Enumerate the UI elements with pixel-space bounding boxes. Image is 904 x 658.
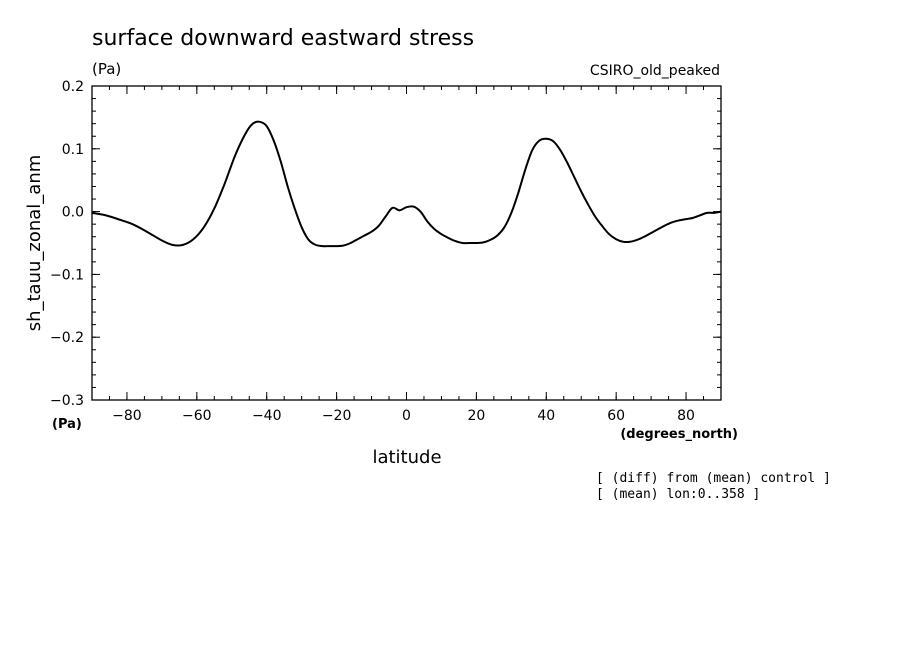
x-tick-labels: −80 −60 −40 −20 0 20 40 60 80 xyxy=(112,408,695,424)
model-label: CSIRO_old_peaked xyxy=(590,63,720,79)
y-tick-label: −0.3 xyxy=(50,393,84,409)
note-diff: [ (diff) from (mean) control ] xyxy=(596,471,831,486)
y-tick-label: −0.2 xyxy=(50,330,84,346)
y-tick-label: 0.0 xyxy=(62,205,84,221)
title-units: (Pa) xyxy=(92,60,121,78)
x-axis-units: (degrees_north) xyxy=(620,427,738,442)
x-tick-label: 0 xyxy=(402,408,411,424)
x-tick-label: 40 xyxy=(537,408,555,424)
y-tick-label: 0.1 xyxy=(62,142,84,158)
x-tick-label: −60 xyxy=(182,408,212,424)
series-line xyxy=(91,120,722,248)
y-axis-label: sh_tauu_zonal_anm xyxy=(24,155,45,332)
chart-title: surface downward eastward stress xyxy=(92,26,474,51)
x-tick-label: 20 xyxy=(467,408,485,424)
tick-marks xyxy=(91,85,722,401)
x-axis-label: latitude xyxy=(372,447,441,468)
x-tick-label: −80 xyxy=(112,408,142,424)
x-tick-label: −20 xyxy=(322,408,352,424)
note-mean: [ (mean) lon:0..358 ] xyxy=(596,487,760,502)
y-axis-units: (Pa) xyxy=(52,417,82,432)
x-tick-label: −40 xyxy=(252,408,282,424)
x-tick-label: 80 xyxy=(677,408,695,424)
y-tick-label: −0.1 xyxy=(50,267,84,283)
y-tick-label: 0.2 xyxy=(62,79,84,95)
x-tick-label: 60 xyxy=(607,408,625,424)
y-tick-labels: 0.2 0.1 0.0 −0.1 −0.2 −0.3 xyxy=(50,79,84,409)
